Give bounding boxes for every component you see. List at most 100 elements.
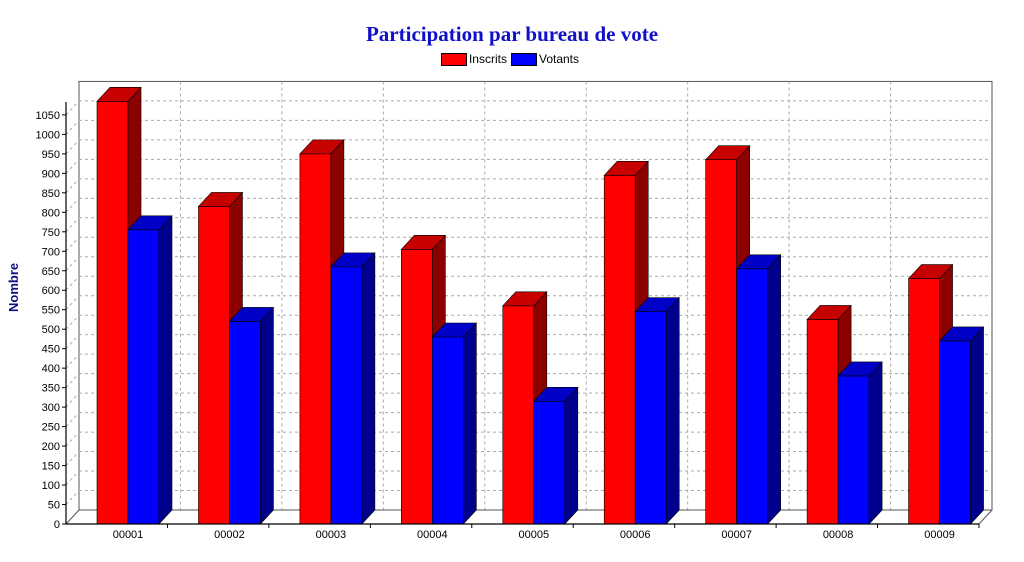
y-tick-label: 100 — [42, 480, 60, 492]
bar-front-face — [502, 305, 535, 525]
bar-votants-00003 — [330, 252, 376, 525]
floor-edge-right — [978, 509, 993, 525]
bar-front-face — [401, 249, 433, 525]
x-tick-label: 00004 — [417, 529, 448, 541]
bar-top-face — [431, 322, 478, 338]
bar-top-face — [502, 291, 548, 307]
bar-votants-00002 — [228, 306, 275, 525]
y-tick-label: 700 — [42, 246, 60, 258]
legend-item-inscrits: Inscrits — [440, 52, 511, 66]
bar-top-face — [806, 305, 852, 320]
bar-side-face — [463, 322, 477, 525]
grid-line-side — [65, 392, 80, 408]
bar-front-face — [127, 229, 160, 525]
bar-top-face — [330, 252, 376, 268]
chart-title: Participation par bureau de vote — [365, 22, 659, 46]
floor-edge-left — [65, 509, 80, 525]
x-tick-label: 00001 — [113, 529, 144, 541]
bar-top-face — [400, 235, 447, 250]
bar-front-face — [806, 319, 839, 525]
grid-line-side — [65, 334, 80, 350]
bar-top-face — [837, 361, 883, 377]
y-tick-label: 650 — [42, 266, 60, 278]
x-tick-label: 00005 — [518, 529, 549, 541]
grid-line-side — [65, 159, 80, 174]
bar-votants-00006 — [634, 296, 680, 525]
bar-front-face — [330, 266, 363, 525]
y-tick-label: 500 — [42, 324, 60, 336]
x-tick-label: 00006 — [620, 529, 651, 541]
grid-line-side — [65, 120, 80, 135]
bar-front-face — [705, 159, 737, 525]
bar-front-face — [837, 375, 870, 525]
bar-top-face — [96, 86, 142, 102]
y-tick-label: 1050 — [36, 110, 60, 122]
grid-line-side — [65, 275, 80, 291]
x-tick-label: 00003 — [316, 529, 347, 541]
grid-line-side — [65, 256, 80, 272]
bar-side-face — [868, 361, 883, 525]
bar-top-face — [938, 326, 985, 342]
grid-line-side — [65, 373, 80, 388]
grid-line-side — [65, 490, 80, 505]
grid-line-side — [65, 197, 80, 213]
x-tick-label: 00009 — [924, 529, 955, 541]
legend-swatch-inscrits — [440, 52, 467, 66]
bar-side-face — [564, 386, 579, 525]
y-tick-label: 250 — [42, 422, 60, 434]
bar-votants-00001 — [127, 215, 173, 525]
bar-front-face — [603, 175, 636, 525]
bar-top-face — [228, 307, 275, 322]
bar-front-face — [299, 153, 332, 525]
y-tick-label: 150 — [42, 461, 60, 473]
legend: Inscrits Votants — [0, 52, 1024, 66]
bar-front-face — [939, 340, 971, 525]
bar-top-face — [735, 254, 782, 270]
bar-top-face — [127, 215, 173, 231]
y-tick-label: 750 — [42, 227, 60, 239]
x-tick-label: 00007 — [721, 529, 752, 541]
legend-item-votants: Votants — [510, 52, 583, 66]
x-tick-label: 00002 — [214, 529, 245, 541]
grid-line-side — [65, 412, 80, 427]
grid-line-side — [65, 217, 80, 233]
y-tick-label: 450 — [42, 344, 60, 356]
grid-line-side — [65, 178, 80, 194]
bar-votants-00007 — [735, 254, 782, 525]
bar-top-face — [603, 161, 649, 176]
y-tick-label: 350 — [42, 383, 60, 395]
bar-front-face — [96, 100, 129, 525]
y-tick-label: 200 — [42, 441, 60, 453]
y-tick-label: 900 — [42, 168, 60, 180]
grid-line-side — [65, 431, 80, 447]
bar-top-face — [299, 139, 345, 155]
grid-line-side — [65, 353, 80, 369]
grid-line-side — [65, 295, 80, 311]
y-tick-label: 50 — [48, 500, 60, 512]
bar-top-face — [634, 297, 680, 312]
grid-line-side — [65, 139, 80, 155]
bar-votants-00005 — [533, 386, 579, 525]
bar-front-face — [634, 311, 667, 525]
bar-top-face — [704, 145, 751, 161]
bar-votants-00009 — [938, 326, 985, 525]
bar-top-face — [533, 386, 579, 402]
y-tick-label: 950 — [42, 149, 60, 161]
y-tick-label: 400 — [42, 363, 60, 375]
y-tick-label: 1000 — [36, 129, 60, 141]
bar-side-face — [158, 215, 173, 525]
bar-front-face — [533, 400, 566, 525]
bar-front-face — [736, 268, 768, 525]
y-tick-label: 800 — [42, 207, 60, 219]
bar-side-face — [767, 254, 781, 525]
bar-top-face — [907, 264, 954, 279]
bar-votants-00004 — [431, 322, 478, 525]
legend-label-inscrits: Inscrits — [468, 52, 507, 66]
y-tick-label: 0 — [54, 519, 60, 531]
legend-swatch-votants — [510, 52, 537, 66]
bar-front-face — [229, 321, 261, 525]
y-tick-label: 850 — [42, 188, 60, 200]
grid-line-side — [65, 470, 80, 486]
y-tick-label: 600 — [42, 285, 60, 297]
